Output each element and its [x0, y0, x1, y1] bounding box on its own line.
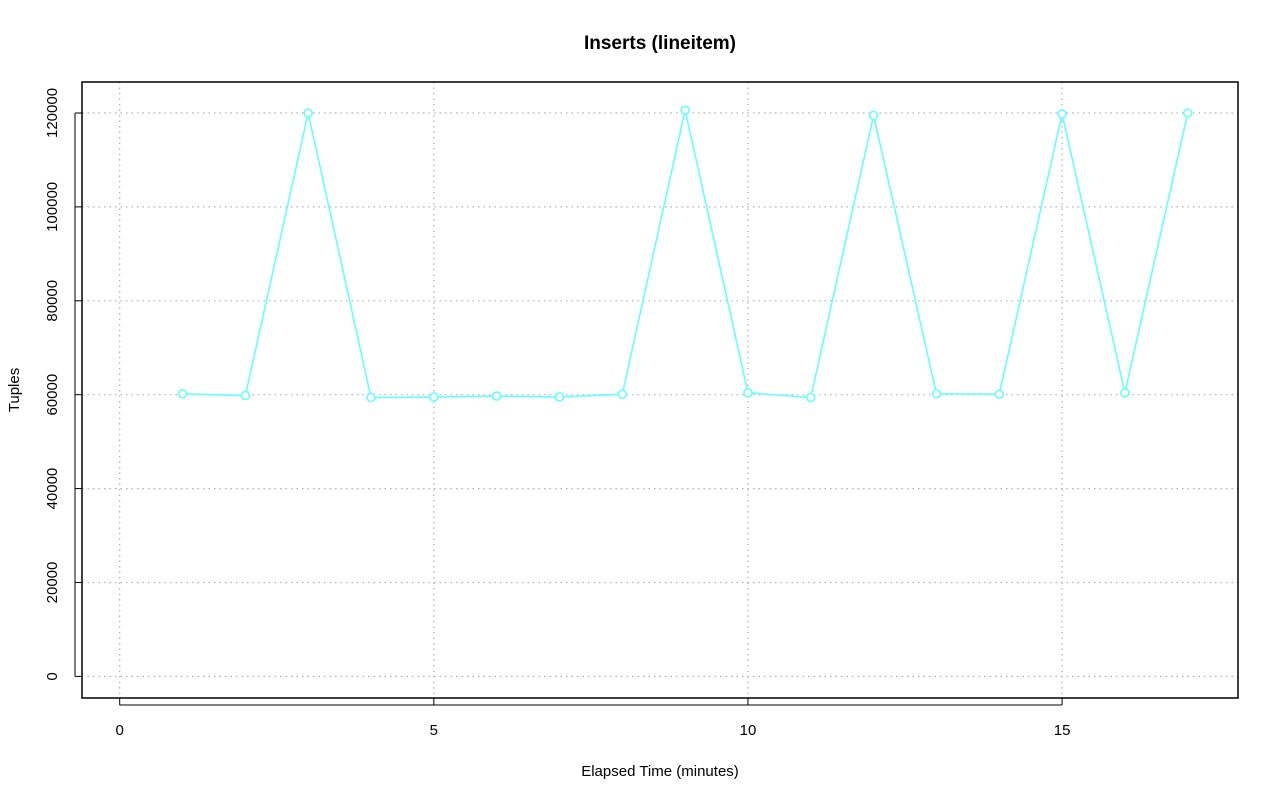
- data-point: [743, 388, 753, 398]
- y-tick-label: 0: [44, 672, 61, 680]
- chart-title: Inserts (lineitem): [584, 33, 736, 54]
- x-axis: 0 5 10 15: [116, 698, 1071, 739]
- data-point: [366, 392, 376, 403]
- data-point: [554, 392, 565, 402]
- x-tick-label: 0: [116, 722, 124, 739]
- data-point: [1057, 109, 1067, 119]
- data-point: [617, 389, 628, 400]
- y-tick-label: 40000: [44, 468, 61, 510]
- data-point: [805, 392, 816, 403]
- y-tick-label: 60000: [44, 374, 61, 416]
- y-tick-label: 120000: [44, 88, 61, 138]
- data-point: [994, 389, 1005, 400]
- data-point: [177, 388, 188, 399]
- data-point: [1182, 108, 1193, 118]
- x-axis-label: Elapsed Time (minutes): [581, 763, 739, 780]
- plot-frame: [81, 81, 1239, 699]
- y-axis-label: Tuples: [6, 368, 23, 412]
- y-tick-label: 80000: [44, 280, 61, 322]
- data-point: [680, 105, 690, 115]
- data-point: [931, 388, 942, 399]
- y-tick-label: 100000: [44, 182, 61, 232]
- data-point: [868, 110, 879, 121]
- x-tick-label: 5: [430, 722, 438, 739]
- data-point: [1120, 388, 1130, 398]
- data-point: [429, 392, 439, 402]
- data-point: [491, 391, 502, 401]
- series-line: [182, 109, 1189, 399]
- series: [177, 105, 1193, 403]
- data-point: [240, 390, 251, 401]
- grid: [82, 82, 1238, 698]
- data-point: [303, 108, 313, 118]
- x-tick-label: 10: [740, 722, 757, 739]
- y-axis: 0 20000 40000 60000 80000 100000 120000: [44, 88, 82, 681]
- x-tick-label: 15: [1054, 722, 1071, 739]
- y-tick-label: 20000: [44, 562, 61, 604]
